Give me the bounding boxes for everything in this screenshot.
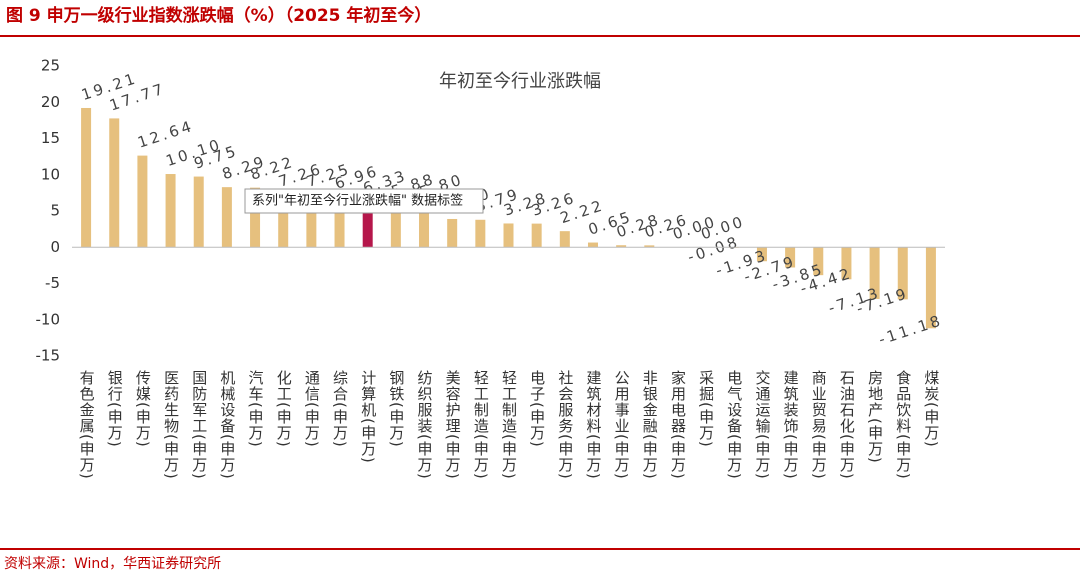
y-tick-label: 20 — [41, 93, 60, 111]
bar — [644, 245, 655, 248]
x-tick-label: 交通运输(申万) — [753, 369, 771, 480]
x-tick-label: 机械设备(申万) — [218, 370, 236, 480]
x-tick-label: 电子(申万) — [528, 370, 546, 448]
x-tick-label: 通信(申万) — [303, 370, 321, 448]
x-tick-label: 纺织服装(申万) — [416, 370, 434, 480]
bar — [109, 118, 120, 248]
tooltip-box — [244, 188, 484, 214]
bar — [306, 194, 317, 248]
x-tick-label: 非银金融(申万) — [641, 370, 659, 480]
x-tick-label: 房地产(申万) — [866, 370, 884, 464]
bar — [503, 223, 514, 248]
bar — [81, 107, 92, 248]
bar — [419, 205, 430, 248]
bar — [390, 204, 401, 248]
y-tick-label: 5 — [50, 202, 60, 220]
y-tick-label: 15 — [41, 129, 60, 147]
bar — [250, 187, 261, 248]
x-tick-label: 食品饮料(申万) — [894, 370, 912, 480]
bar — [447, 218, 458, 248]
bar — [278, 194, 289, 248]
source: 资料来源：Wind，华西证券研究所 — [4, 556, 221, 572]
x-tick-label: 社会服务(申万) — [556, 370, 574, 480]
y-tick-label: 0 — [50, 238, 60, 256]
x-tick-label: 传媒(申万) — [134, 370, 152, 448]
x-tick-label: 国防军工(申万) — [190, 370, 208, 480]
x-tick-label: 煤炭(申万) — [922, 370, 940, 448]
y-tick-label: -15 — [36, 347, 61, 365]
bar — [785, 247, 796, 268]
tooltip-text: 系列"年初至今行业涨跌幅" 数据标签 — [252, 193, 463, 209]
bar — [531, 223, 542, 248]
bar — [869, 247, 880, 299]
bar — [137, 155, 148, 248]
y-tick-label: 10 — [41, 165, 60, 183]
x-tick-label: 医药生物(申万) — [162, 370, 180, 480]
bar — [165, 174, 176, 248]
x-tick-label: 商业贸易(申万) — [810, 370, 828, 480]
chart-title: 年初至今行业涨跌幅 — [439, 71, 601, 92]
x-tick-label: 建筑材料(申万) — [584, 370, 602, 480]
bar — [616, 245, 627, 248]
y-tick-label: -5 — [45, 274, 60, 292]
bar — [841, 247, 852, 280]
x-tick-label: 轻工制造(申万) — [500, 370, 518, 480]
x-tick-label: 美容护理(申万) — [444, 370, 462, 480]
bar — [559, 231, 570, 248]
x-tick-label: 石油石化(申万) — [838, 370, 856, 480]
bar — [756, 247, 767, 262]
bar — [475, 219, 486, 248]
bar — [193, 176, 204, 248]
y-tick-label: 25 — [41, 57, 60, 75]
figure-title: 图 9 申万一级行业指数涨跌幅（%）（2025 年初至今） — [6, 5, 431, 26]
x-tick-label: 采掘(申万) — [697, 370, 715, 448]
x-tick-label: 银行(申万) — [106, 370, 124, 448]
x-tick-label: 轻工制造(申万) — [472, 370, 490, 480]
bar — [362, 201, 373, 248]
x-tick-label: 计算机(申万) — [359, 370, 377, 464]
bar — [897, 247, 908, 300]
y-tick-label: -10 — [36, 310, 61, 328]
bar — [925, 247, 936, 329]
x-tick-label: 电气设备(申万) — [725, 370, 743, 480]
bar — [813, 247, 824, 276]
x-tick-label: 化工(申万) — [275, 370, 293, 448]
data-label: -11.18 — [876, 311, 945, 349]
bar — [334, 196, 345, 248]
x-tick-label: 汽车(申万) — [247, 370, 265, 448]
bar — [221, 187, 232, 248]
x-tick-label: 综合(申万) — [331, 370, 349, 448]
x-tick-label: 有色金属(申万) — [78, 370, 96, 480]
x-tick-label: 家用电器(申万) — [669, 370, 687, 480]
x-tick-label: 钢铁(申万) — [387, 370, 405, 448]
bar — [587, 242, 598, 248]
x-tick-label: 建筑装饰(申万) — [782, 370, 800, 480]
tooltip: 系列"年初至今行业涨跌幅" 数据标签 — [244, 188, 484, 214]
x-tick-label: 公用事业(申万) — [613, 370, 631, 480]
